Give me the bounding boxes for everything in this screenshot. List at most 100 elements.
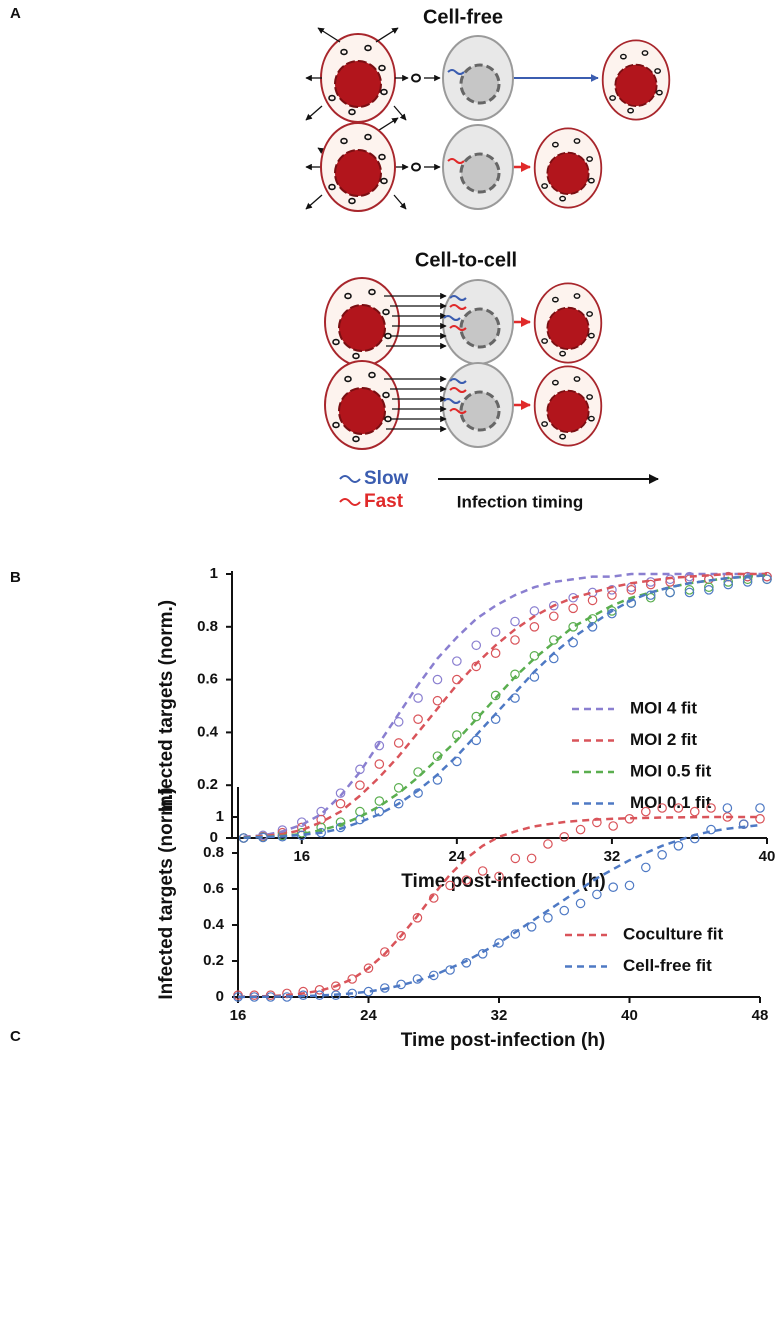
data-point — [543, 912, 553, 923]
data-point — [738, 819, 749, 829]
data-point — [657, 803, 667, 813]
legend-label: MOI 0.5 fit — [630, 761, 712, 780]
data-point — [568, 621, 578, 632]
data-point — [755, 813, 765, 824]
data-point — [641, 806, 651, 817]
y-axis-title: Infected targets (norm.) — [156, 787, 177, 999]
data-point — [673, 840, 684, 851]
y-tick-label: 0.8 — [197, 618, 218, 635]
fit-line — [243, 574, 768, 839]
x-tick-label: 32 — [491, 1007, 508, 1024]
data-point — [471, 640, 482, 651]
data-point — [592, 817, 602, 828]
data-point — [592, 889, 602, 900]
data-point — [608, 821, 618, 831]
diagram-title: Cell-free — [423, 6, 503, 28]
data-point — [529, 672, 540, 682]
data-point — [684, 587, 695, 598]
legend-label: MOI 0.1 fit — [630, 793, 712, 812]
data-point — [494, 938, 504, 948]
legend-label: Cell-free fit — [623, 956, 712, 975]
data-point — [673, 803, 684, 813]
data-point — [471, 711, 482, 722]
data-point — [548, 611, 559, 622]
data-point — [461, 875, 472, 885]
data-point — [380, 983, 390, 993]
data-point — [548, 600, 559, 611]
data-point — [559, 831, 570, 842]
synapse-arrows — [384, 292, 447, 433]
x-axis-title: Time post-infection (h) — [401, 871, 605, 892]
data-point — [626, 585, 637, 595]
x-tick-label: 24 — [360, 1007, 377, 1024]
data-point — [689, 806, 700, 817]
data-point — [363, 963, 374, 973]
fit-line — [243, 572, 767, 838]
data-point — [575, 824, 586, 835]
data-point — [380, 947, 390, 957]
legend-label: Coculture fit — [623, 924, 723, 943]
y-axis-title: Infected targets (norm.) — [156, 600, 177, 812]
data-point — [477, 866, 488, 876]
data-point — [607, 585, 617, 595]
data-point — [393, 783, 404, 793]
data-point — [490, 648, 501, 658]
data-point — [529, 606, 540, 616]
data-point — [723, 579, 734, 590]
data-point — [684, 585, 695, 595]
data-point — [706, 803, 716, 813]
data-point — [665, 587, 675, 598]
x-axis-title: Time post-infection (h) — [401, 1030, 605, 1051]
data-point — [568, 603, 578, 614]
data-point — [396, 979, 406, 990]
data-point — [393, 738, 404, 748]
data-point — [335, 788, 346, 798]
data-point — [510, 853, 521, 864]
data-point — [559, 905, 570, 916]
data-point — [335, 817, 346, 827]
data-point — [445, 880, 455, 891]
data-point — [510, 929, 521, 939]
data-point — [722, 803, 733, 813]
y-tick-label: 0.4 — [203, 916, 225, 933]
data-point — [641, 862, 651, 873]
data-point — [428, 970, 439, 981]
data-point — [432, 695, 443, 706]
x-tick-label: 16 — [293, 848, 310, 865]
data-point — [575, 898, 586, 909]
x-tick-label: 40 — [621, 1007, 638, 1024]
legend-label: MOI 2 fit — [630, 730, 697, 749]
data-point — [432, 674, 443, 685]
y-tick-label: 0 — [210, 829, 218, 846]
data-point — [510, 635, 520, 645]
data-point — [374, 740, 385, 751]
data-point — [347, 974, 357, 984]
data-point — [490, 690, 501, 701]
y-tick-label: 0.2 — [197, 776, 218, 793]
data-point — [755, 803, 765, 813]
data-point — [543, 839, 553, 849]
fit-line — [243, 572, 767, 839]
data-point — [413, 714, 423, 724]
data-point — [510, 616, 520, 627]
data-point — [471, 735, 482, 746]
data-point — [393, 717, 404, 727]
y-tick-label: 0.2 — [203, 952, 224, 969]
data-point — [413, 693, 423, 703]
data-point — [704, 582, 714, 592]
y-tick-label: 0.4 — [197, 723, 219, 740]
data-point — [526, 853, 537, 864]
data-point — [529, 651, 540, 661]
fit-line — [237, 815, 760, 998]
diagram: A Cell-free Cell-to-cell Slo — [10, 5, 671, 512]
data-point — [355, 780, 365, 790]
y-tick-label: 1 — [216, 808, 224, 825]
y-tick-label: 0 — [216, 988, 224, 1005]
data-point — [607, 590, 617, 600]
x-tick-label: 16 — [230, 1007, 247, 1024]
data-point — [624, 880, 635, 891]
data-point — [526, 921, 537, 932]
data-point — [396, 930, 406, 941]
data-point — [374, 796, 385, 806]
data-point — [529, 621, 540, 632]
